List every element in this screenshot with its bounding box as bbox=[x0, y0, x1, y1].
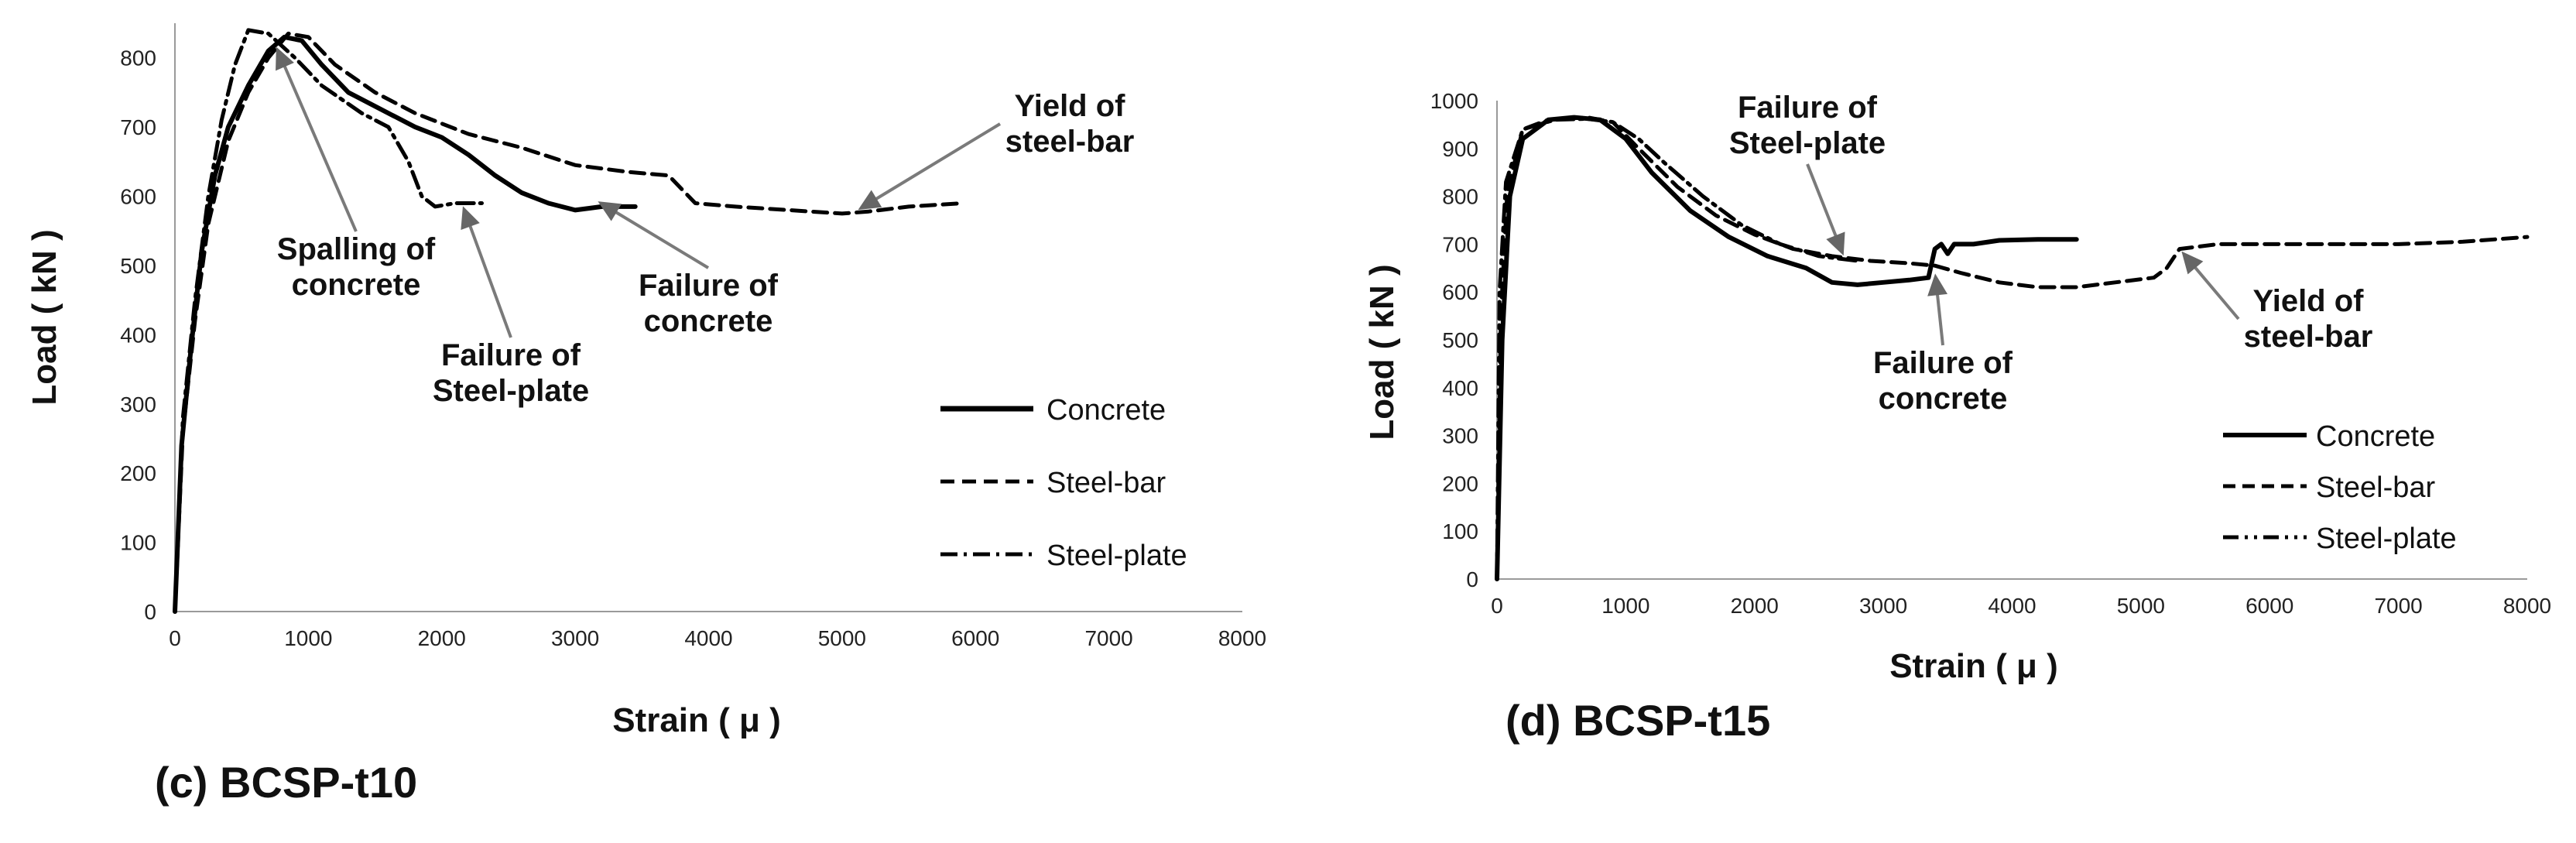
chart-c-y-ticks: 0 100 200 300 400 500 600 700 800 bbox=[120, 46, 156, 624]
chart-c-annotation-arrowhead bbox=[858, 190, 882, 211]
chart-c-annotation-label: Failure of concrete bbox=[639, 269, 779, 338]
chart-c-legend-steelbar-label: Steel-bar bbox=[1046, 467, 1166, 499]
chart-d-annotation-arrow bbox=[1806, 163, 1840, 244]
chart-c-x-tick-label: 0 bbox=[169, 626, 181, 650]
chart-d-y-tick-label: 300 bbox=[1442, 424, 1478, 448]
chart-d-y-tick-label: 400 bbox=[1442, 376, 1478, 400]
chart-d-x-tick-label: 3000 bbox=[1859, 594, 1907, 618]
chart-c-series-concrete bbox=[173, 34, 638, 614]
chart-c-annotation-arrow bbox=[608, 207, 710, 269]
chart-d-legend-concrete-label: Concrete bbox=[2316, 420, 2435, 453]
chart-d-series-steelplate bbox=[1495, 117, 1860, 581]
chart-c-y-axis-title: Load ( kN ) bbox=[26, 229, 63, 405]
chart-d-annotation-arrowhead bbox=[1927, 273, 1948, 296]
chart-d-annotations: Failure of Steel-plate Failure of concrete Y… bbox=[1729, 91, 2373, 416]
chart-d-annotation-label: Failure of Steel-plate bbox=[1729, 91, 1886, 160]
chart-d-y-tick-label: 200 bbox=[1442, 471, 1478, 495]
chart-d-x-tick-label: 5000 bbox=[2117, 594, 2165, 618]
chart-d-y-tick-label: 900 bbox=[1442, 137, 1478, 161]
chart-c-annotation-arrow bbox=[868, 122, 1002, 204]
chart-c-x-tick-label: 3000 bbox=[551, 626, 599, 650]
chart-d-y-tick-label: 500 bbox=[1442, 328, 1478, 352]
chart-d-x-axis-title: Strain ( μ ) bbox=[1889, 647, 2058, 685]
chart-c-y-tick-label: 600 bbox=[120, 185, 156, 209]
chart-c-annotation-label: Failure of Steel-plate bbox=[433, 338, 589, 408]
chart-d-annotation-label: Failure of concrete bbox=[1873, 346, 2013, 416]
chart-d-annotation-label: Yield of steel-bar bbox=[2244, 284, 2373, 354]
chart-d-x-tick-label: 0 bbox=[1491, 594, 1503, 618]
chart-c-series bbox=[173, 28, 964, 614]
chart-d: 0 100 200 300 400 500 600 700 800 900 1000 0 1000 20… bbox=[1363, 89, 2551, 745]
chart-c-annotation-arrow bbox=[280, 59, 358, 232]
chart-d-legend-steelplate-label: Steel-plate bbox=[2316, 523, 2457, 555]
chart-c-y-tick-label: 700 bbox=[120, 115, 156, 139]
chart-d-x-tick-label: 1000 bbox=[1601, 594, 1649, 618]
chart-c-x-ticks: 0 1000 2000 3000 4000 5000 6000 7000 8000 bbox=[169, 626, 1266, 650]
chart-d-legend-steelbar-label: Steel-bar bbox=[2316, 471, 2436, 504]
chart-c-annotation-arrow bbox=[466, 218, 512, 338]
chart-d-y-axis-title: Load ( kN ) bbox=[1363, 264, 1401, 440]
chart-d-y-tick-label: 100 bbox=[1442, 519, 1478, 543]
chart-d-y-tick-label: 1000 bbox=[1430, 89, 1478, 113]
chart-c-x-tick-label: 7000 bbox=[1084, 626, 1132, 650]
chart-c-y-tick-label: 0 bbox=[144, 600, 156, 624]
chart-c-annotation-arrowhead bbox=[276, 46, 294, 71]
chart-c: 0 100 200 300 400 500 600 700 800 0 1000 2000 3000 4… bbox=[26, 23, 1266, 807]
chart-c-x-tick-label: 2000 bbox=[418, 626, 466, 650]
chart-c-x-tick-label: 5000 bbox=[818, 626, 866, 650]
chart-d-y-tick-label: 700 bbox=[1442, 232, 1478, 256]
chart-d-x-tick-label: 6000 bbox=[2245, 594, 2293, 618]
chart-c-y-tick-label: 100 bbox=[120, 531, 156, 555]
chart-d-x-tick-label: 7000 bbox=[2374, 594, 2422, 618]
chart-c-x-tick-label: 8000 bbox=[1218, 626, 1266, 650]
chart-d-x-tick-label: 2000 bbox=[1731, 594, 1779, 618]
chart-d-x-tick-label: 8000 bbox=[2503, 594, 2551, 618]
chart-c-x-axis-title: Strain ( μ ) bbox=[612, 701, 781, 739]
chart-d-legend: Concrete Steel-bar Steel-plate bbox=[2223, 420, 2457, 555]
chart-c-annotation-arrowhead bbox=[461, 206, 480, 230]
chart-c-legend-steelplate-label: Steel-plate bbox=[1046, 540, 1187, 572]
chart-c-x-tick-label: 4000 bbox=[684, 626, 732, 650]
chart-d-y-tick-label: 800 bbox=[1442, 185, 1478, 209]
chart-d-annotation-arrowhead bbox=[1826, 231, 1845, 256]
chart-c-annotations: Spalling of concrete Failure of Steel-plate… bbox=[276, 46, 1134, 408]
chart-c-annotation-arrowhead bbox=[598, 201, 622, 221]
chart-d-annotation-arrowhead bbox=[2181, 251, 2204, 275]
chart-c-annotation-label: Spalling of concrete bbox=[277, 232, 436, 302]
chart-c-y-tick-label: 400 bbox=[120, 323, 156, 347]
chart-c-series-steelplate bbox=[173, 28, 484, 614]
chart-d-series bbox=[1495, 115, 2530, 581]
chart-d-y-tick-label: 0 bbox=[1466, 567, 1478, 591]
chart-c-y-tick-label: 300 bbox=[120, 392, 156, 416]
chart-c-series-steelbar bbox=[173, 31, 964, 614]
chart-c-y-tick-label: 800 bbox=[120, 46, 156, 70]
chart-d-annotation-arrow bbox=[2189, 261, 2240, 320]
chart-d-y-tick-label: 600 bbox=[1442, 280, 1478, 304]
chart-d-x-tick-label: 4000 bbox=[1988, 594, 2036, 618]
chart-c-legend: Concrete Steel-bar Steel-plate bbox=[940, 394, 1187, 572]
chart-c-y-tick-label: 500 bbox=[120, 254, 156, 278]
chart-c-x-tick-label: 1000 bbox=[284, 626, 332, 650]
chart-c-x-tick-label: 6000 bbox=[951, 626, 999, 650]
chart-c-annotation-label: Yield of steel-bar bbox=[1005, 89, 1135, 159]
chart-d-y-ticks: 0 100 200 300 400 500 600 700 800 900 1000 bbox=[1430, 89, 1478, 591]
chart-d-caption: (d) BCSP-t15 bbox=[1506, 696, 1770, 745]
chart-c-caption: (c) BCSP-t10 bbox=[155, 758, 417, 807]
chart-c-legend-concrete-label: Concrete bbox=[1046, 394, 1166, 427]
chart-d-annotation-arrow bbox=[1935, 287, 1944, 346]
chart-c-y-tick-label: 200 bbox=[120, 461, 156, 485]
chart-d-x-ticks: 0 1000 2000 3000 4000 5000 6000 7000 8000 bbox=[1491, 594, 2551, 618]
